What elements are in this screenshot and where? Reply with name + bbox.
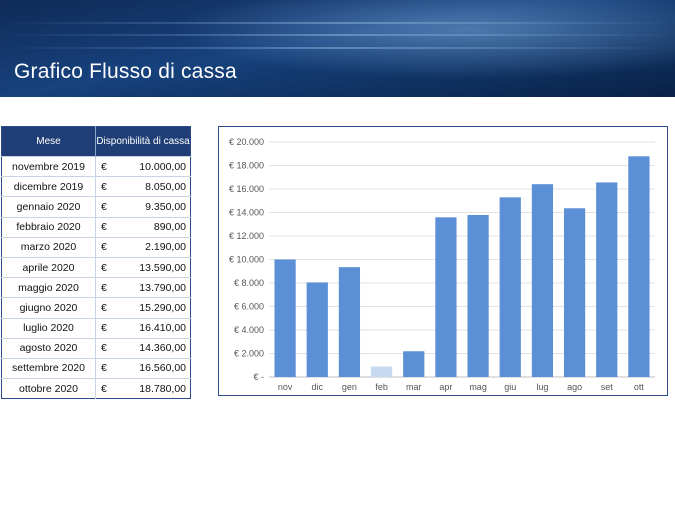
row-amount: 15.290,00 (125, 297, 191, 318)
x-tick-label: nov (278, 382, 293, 392)
row-month: maggio 2020 (1, 277, 96, 298)
row-amount: 10.000,00 (125, 155, 191, 177)
row-currency: € (95, 277, 126, 298)
bar-ott (628, 156, 650, 377)
row-amount: 13.590,00 (125, 256, 191, 278)
row-currency: € (95, 216, 126, 238)
y-tick-label: € - (253, 372, 264, 382)
page-title: Grafico Flusso di cassa (14, 60, 237, 83)
table-row: ottobre 2020 €18.780,00 (1, 378, 191, 399)
row-amount: 14.360,00 (125, 337, 191, 359)
row-month: settembre 2020 (1, 357, 96, 379)
row-month: aprile 2020 (1, 256, 96, 278)
table-row: gennaio 2020 €9.350,00 (1, 196, 191, 218)
y-tick-label: € 16.000 (229, 184, 264, 194)
banner-decoration (0, 47, 675, 49)
banner-decoration (0, 22, 675, 24)
table-row: marzo 2020 €2.190,00 (1, 236, 191, 258)
bar-set (596, 182, 618, 377)
row-month: novembre 2019 (1, 155, 96, 177)
table-row: maggio 2020 €13.790,00 (1, 277, 191, 298)
x-tick-label: gen (342, 382, 357, 392)
y-tick-label: € 10.000 (229, 255, 264, 265)
table-row: febbraio 2020 €890,00 (1, 216, 191, 238)
table-row: luglio 2020 €16.410,00 (1, 317, 191, 339)
header-banner: Grafico Flusso di cassa (0, 0, 675, 97)
row-currency: € (95, 176, 126, 197)
x-tick-label: apr (439, 382, 452, 392)
column-header-month: Mese (1, 126, 96, 157)
bar-lug (531, 184, 554, 377)
row-month: marzo 2020 (1, 236, 96, 258)
row-month: ottobre 2020 (1, 378, 96, 399)
row-month: dicembre 2019 (1, 176, 96, 197)
x-tick-label: mag (469, 382, 487, 392)
row-amount: 8.050,00 (125, 176, 191, 197)
cash-flow-chart: € - € 2.000 € 4.000 € 6.000 € 8.000 € 10.000 €… (218, 126, 668, 396)
x-tick-label: ott (634, 382, 645, 392)
bar-giu (499, 197, 521, 377)
table-body: novembre 2019 €10.000,00 dicembre 2019 €8.0… (1, 155, 191, 399)
cash-flow-table: Mese Disponibilità di cassa novembre 201… (1, 126, 192, 400)
table-header-row: Mese Disponibilità di cassa (1, 126, 191, 157)
row-currency: € (95, 256, 126, 278)
bar-mag (467, 214, 489, 377)
row-amount: 890,00 (125, 216, 191, 238)
x-tick-label: feb (375, 382, 388, 392)
bar-nov (274, 259, 296, 377)
row-amount: 9.350,00 (125, 196, 191, 218)
bar-feb (370, 366, 393, 377)
y-tick-label: € 6.000 (234, 302, 264, 312)
table-row: agosto 2020 €14.360,00 (1, 337, 191, 359)
x-tick-label: set (601, 382, 614, 392)
row-amount: 18.780,00 (125, 378, 191, 399)
row-month: giugno 2020 (1, 297, 96, 318)
row-amount: 16.410,00 (125, 317, 191, 339)
row-amount: 2.190,00 (125, 236, 191, 258)
row-currency: € (95, 196, 126, 218)
bar-ago (563, 208, 586, 377)
row-currency: € (95, 317, 126, 339)
row-month: gennaio 2020 (1, 196, 96, 218)
x-tick-label: giu (504, 382, 516, 392)
x-tick-label: dic (311, 382, 323, 392)
bar-apr (435, 217, 457, 377)
banner-decoration (0, 34, 675, 36)
x-tick-label: mar (406, 382, 422, 392)
table-row: aprile 2020 €13.590,00 (1, 256, 191, 278)
y-tick-label: € 20.000 (229, 137, 264, 147)
row-currency: € (95, 236, 126, 258)
table-row: giugno 2020 €15.290,00 (1, 297, 191, 318)
x-tick-label: lug (536, 382, 548, 392)
y-tick-label: € 2.000 (234, 349, 264, 359)
row-amount: 16.560,00 (125, 357, 191, 379)
table-row: settembre 2020 €16.560,00 (1, 357, 191, 379)
y-tick-label: € 12.000 (229, 231, 264, 241)
row-month: luglio 2020 (1, 317, 96, 339)
bar-dic (306, 282, 328, 377)
row-month: febbraio 2020 (1, 216, 96, 238)
row-currency: € (95, 357, 126, 379)
table-row: novembre 2019 €10.000,00 (1, 155, 191, 177)
row-amount: 13.790,00 (125, 277, 191, 298)
y-tick-label: € 14.000 (229, 208, 264, 218)
bar-mar (403, 351, 425, 377)
y-tick-label: € 8.000 (234, 278, 264, 288)
row-month: agosto 2020 (1, 337, 96, 359)
chart-canvas: € - € 2.000 € 4.000 € 6.000 € 8.000 € 10.000 €… (229, 137, 655, 392)
bar-gen (338, 267, 361, 377)
table-row: dicembre 2019 €8.050,00 (1, 176, 191, 197)
column-header-cash: Disponibilità di cassa (95, 126, 191, 157)
row-currency: € (95, 155, 126, 177)
row-currency: € (95, 297, 126, 318)
y-tick-label: € 18.000 (229, 161, 264, 171)
row-currency: € (95, 378, 126, 399)
row-currency: € (95, 337, 126, 359)
y-tick-label: € 4.000 (234, 325, 264, 335)
x-tick-label: ago (567, 382, 582, 392)
